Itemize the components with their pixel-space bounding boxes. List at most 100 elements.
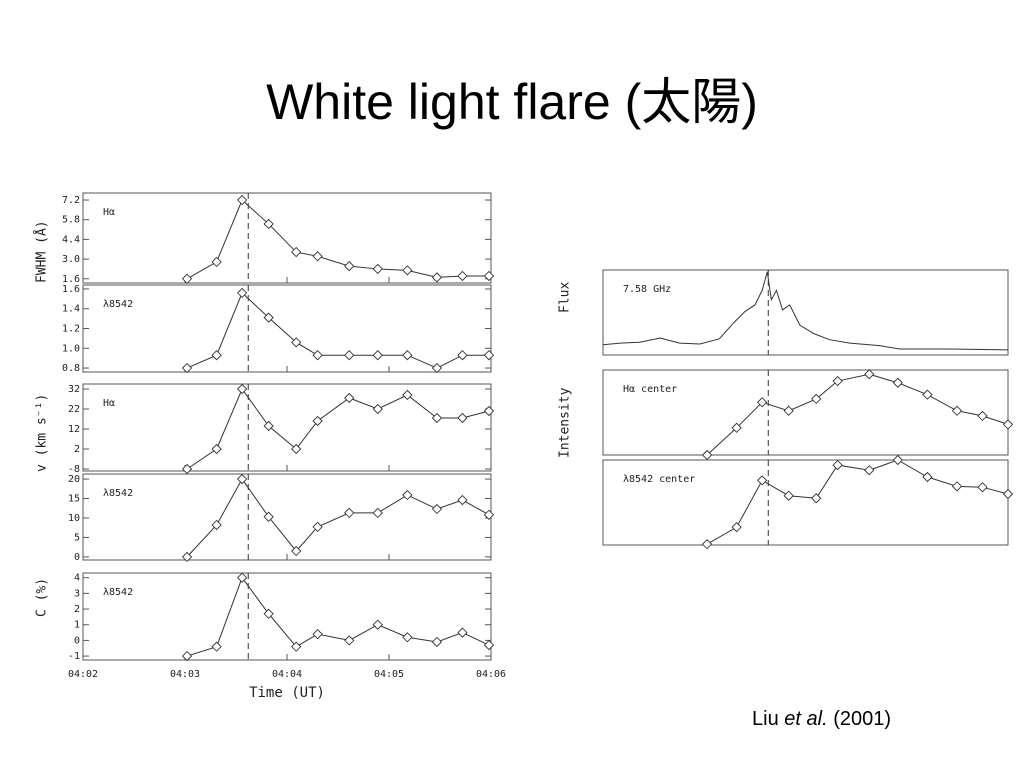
data-point [372,403,383,415]
data-point [431,272,443,283]
x-axis-label: Time (UT) [249,685,325,701]
data-point [291,443,302,455]
y-tick-label: 0.8 [62,363,80,374]
data-point [864,465,875,476]
data-point [211,350,222,361]
panel-frame [82,572,492,661]
slide-title: White light flare (太陽) [266,74,758,130]
panel-frame [82,383,492,472]
data-line [186,478,490,558]
data-point [811,393,822,405]
x-tick-label: 04:02 [68,669,98,680]
data-point [951,405,963,416]
data-point [263,312,274,323]
y-axis-label: v (km s⁻¹) [35,394,50,472]
y-tick-label: 12 [68,424,80,435]
data-point [211,256,222,268]
data-point [783,405,794,416]
data-point [312,628,323,640]
panel-frame [602,269,1009,356]
data-point [181,273,193,284]
data-line [602,271,1009,351]
panel-label: λ8542 [103,587,133,598]
data-point [431,412,443,424]
data-point [951,481,963,492]
y-tick-label: 7.2 [62,195,80,206]
data-point [483,350,495,361]
y-tick-label: 10 [68,513,80,524]
data-point [457,627,468,638]
data-point [892,377,903,388]
panel-label: Hα center [623,384,677,395]
data-point [832,459,843,471]
data-line [186,387,490,470]
data-point [181,463,193,475]
data-point [372,350,383,361]
y-axis-label: C (%) [35,578,50,617]
data-point [483,639,495,651]
data-point [483,405,495,417]
data-point [211,519,222,531]
data-point [263,420,274,432]
y-tick-label: 3 [74,588,80,599]
data-point [832,375,843,387]
data-point [236,572,248,583]
data-point [291,337,302,348]
data-point [431,636,443,648]
data-point [344,392,355,404]
cite-author: Liu [752,708,779,730]
data-point [263,511,274,522]
y-tick-label: 1.6 [62,284,80,295]
panel-label: λ8542 [103,488,133,499]
panel-label: Hα [103,398,115,409]
data-point [312,251,323,262]
data-point [372,263,383,275]
y-tick-label: 20 [68,474,80,485]
data-point [457,412,468,424]
panel-frame [82,284,492,373]
data-point [757,397,768,408]
cite-etal: et al. [784,708,828,730]
data-point [312,415,323,427]
data-point [783,490,794,501]
citation: Liu et al. (2001) [752,708,891,731]
data-line [186,292,489,369]
data-point [312,350,323,361]
data-point [181,362,193,374]
panel-frame [602,369,1009,456]
data-point [211,443,222,455]
data-point [922,389,933,400]
y-axis-label: Flux [558,282,573,313]
y-axis-label: Intensity [558,387,573,458]
panel-label: Hα [103,207,115,218]
data-point [892,454,903,466]
data-point [372,507,383,519]
data-point [263,608,274,619]
data-point [483,509,495,520]
data-point [344,507,355,519]
data-point [236,473,248,485]
data-point [344,635,355,646]
data-point [402,350,413,361]
data-point [1002,488,1014,500]
y-tick-label: 2 [74,604,80,615]
y-tick-label: 4.4 [62,234,80,245]
y-tick-label: 32 [68,384,80,395]
data-point [457,270,468,282]
data-point [483,270,495,282]
y-tick-label: -8 [68,464,80,475]
data-point [291,641,302,652]
data-point [312,521,323,533]
data-point [372,619,383,630]
x-tick-label: 04:04 [272,669,302,680]
data-point [922,471,933,483]
panel-label: 7.58 GHz [623,284,671,295]
data-point [263,218,274,230]
data-point [977,410,988,422]
x-tick-label: 04:06 [476,669,506,680]
data-point [731,522,742,533]
data-point [402,265,413,276]
y-tick-label: 1.2 [62,324,80,335]
data-point [457,350,468,361]
y-tick-label: 1.6 [62,274,80,285]
